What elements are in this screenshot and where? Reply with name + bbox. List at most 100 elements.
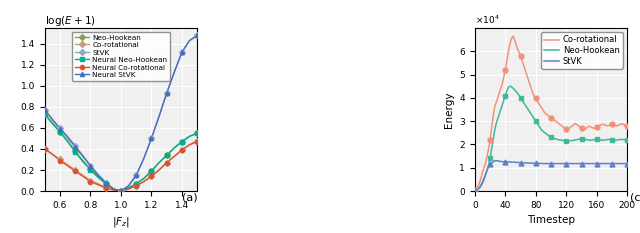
Neo-Hookean: [511, 88, 518, 91]
Neural Neo-Hookean: [49, 122, 56, 125]
Text: (a): (a): [182, 193, 197, 203]
Neural Co-rotational: [109, 188, 117, 191]
StVK: [94, 173, 102, 176]
Neo-Hookean: [41, 113, 49, 116]
Co-rotational: [148, 175, 156, 178]
Neural Co-rotational: [140, 180, 148, 183]
StVK: [623, 162, 631, 165]
Co-rotational: [623, 124, 631, 127]
StVK: [178, 51, 186, 54]
Co-rotational: [140, 180, 148, 183]
Neural StVK: [86, 164, 94, 167]
Neo-Hookean: [56, 131, 64, 134]
Neural StVK: [132, 174, 140, 177]
Neural Neo-Hookean: [140, 177, 148, 180]
StVK: [64, 135, 72, 138]
StVK: [79, 154, 87, 157]
StVK: [193, 34, 201, 37]
Co-rotational: [79, 174, 87, 177]
StVK: [56, 127, 64, 129]
Co-rotational: [186, 143, 193, 146]
Line: Co-rotational: Co-rotational: [475, 36, 627, 190]
Neural StVK: [109, 188, 117, 190]
Neural StVK: [148, 137, 156, 140]
StVK: [163, 92, 170, 95]
Co-rotational: [94, 182, 102, 185]
X-axis label: Timestep: Timestep: [527, 215, 575, 225]
Neural Co-rotational: [156, 169, 163, 171]
Neural Co-rotational: [102, 186, 109, 189]
StVK: [543, 162, 550, 165]
Co-rotational: [509, 35, 516, 38]
Neo-Hookean: [579, 138, 587, 140]
Neural Co-rotational: [178, 149, 186, 151]
Line: Neo-Hookean: Neo-Hookean: [45, 114, 197, 191]
Co-rotational: [72, 169, 79, 171]
Neural StVK: [117, 190, 125, 192]
StVK: [109, 188, 117, 190]
Co-rotational: [117, 190, 125, 192]
Legend: Neo-Hookean, Co-rotational, StVK, Neural Neo-Hookean, Neural Co-rotational, Neur: Neo-Hookean, Co-rotational, StVK, Neural…: [72, 31, 170, 81]
Neo-Hookean: [163, 154, 170, 157]
StVK: [511, 161, 518, 164]
Neo-Hookean: [109, 188, 117, 190]
Neural StVK: [94, 174, 102, 177]
Neo-Hookean: [132, 182, 140, 185]
Neural Co-rotational: [56, 159, 64, 162]
Neo-Hookean: [587, 139, 595, 142]
Neural Neo-Hookean: [86, 169, 94, 171]
Neo-Hookean: [193, 132, 201, 135]
Neural Neo-Hookean: [186, 135, 193, 138]
Neural StVK: [140, 157, 148, 160]
Co-rotational: [482, 162, 490, 164]
Neural Co-rotational: [132, 184, 140, 187]
Co-rotational: [132, 184, 140, 187]
Neural Neo-Hookean: [41, 113, 49, 116]
Neo-Hookean: [564, 140, 572, 143]
StVK: [148, 137, 156, 140]
Co-rotational: [86, 179, 94, 182]
Neo-Hookean: [482, 173, 490, 176]
Neural Neo-Hookean: [163, 154, 170, 157]
Neural Neo-Hookean: [79, 160, 87, 163]
Neural Neo-Hookean: [72, 151, 79, 154]
StVK: [186, 39, 193, 42]
StVK: [170, 71, 178, 74]
Neural StVK: [186, 39, 193, 42]
Neo-Hookean: [72, 150, 79, 152]
Neural Co-rotational: [186, 143, 193, 146]
X-axis label: $|F_z|$: $|F_z|$: [112, 215, 130, 229]
Neural Neo-Hookean: [170, 147, 178, 149]
Neural Neo-Hookean: [156, 161, 163, 164]
Co-rotational: [170, 155, 178, 158]
Line: Neural Neo-Hookean: Neural Neo-Hookean: [45, 114, 197, 191]
Neural StVK: [102, 181, 109, 184]
Neural StVK: [170, 71, 178, 74]
Neural Co-rotational: [49, 153, 56, 156]
Neural StVK: [49, 118, 56, 121]
Line: StVK: StVK: [45, 35, 197, 191]
Line: Co-rotational: Co-rotational: [45, 140, 197, 191]
Text: $\times 10^4$: $\times 10^4$: [475, 14, 500, 26]
Neo-Hookean: [623, 138, 631, 141]
Neural Co-rotational: [41, 147, 49, 150]
Co-rotational: [109, 188, 117, 191]
Line: Neo-Hookean: Neo-Hookean: [475, 86, 627, 191]
StVK: [132, 174, 140, 177]
Co-rotational: [587, 126, 595, 128]
Neo-Hookean: [94, 175, 102, 178]
Neural StVK: [56, 128, 64, 130]
Neural StVK: [41, 109, 49, 111]
StVK: [49, 118, 56, 121]
Neural Neo-Hookean: [117, 190, 125, 192]
Neo-Hookean: [79, 159, 87, 162]
StVK: [86, 164, 94, 167]
StVK: [587, 162, 595, 165]
Neo-Hookean: [86, 168, 94, 170]
Neural Neo-Hookean: [178, 140, 186, 143]
StVK: [102, 181, 109, 184]
Co-rotational: [471, 188, 479, 191]
Neural Co-rotational: [79, 175, 87, 178]
Neural Neo-Hookean: [132, 182, 140, 185]
StVK: [491, 159, 499, 162]
